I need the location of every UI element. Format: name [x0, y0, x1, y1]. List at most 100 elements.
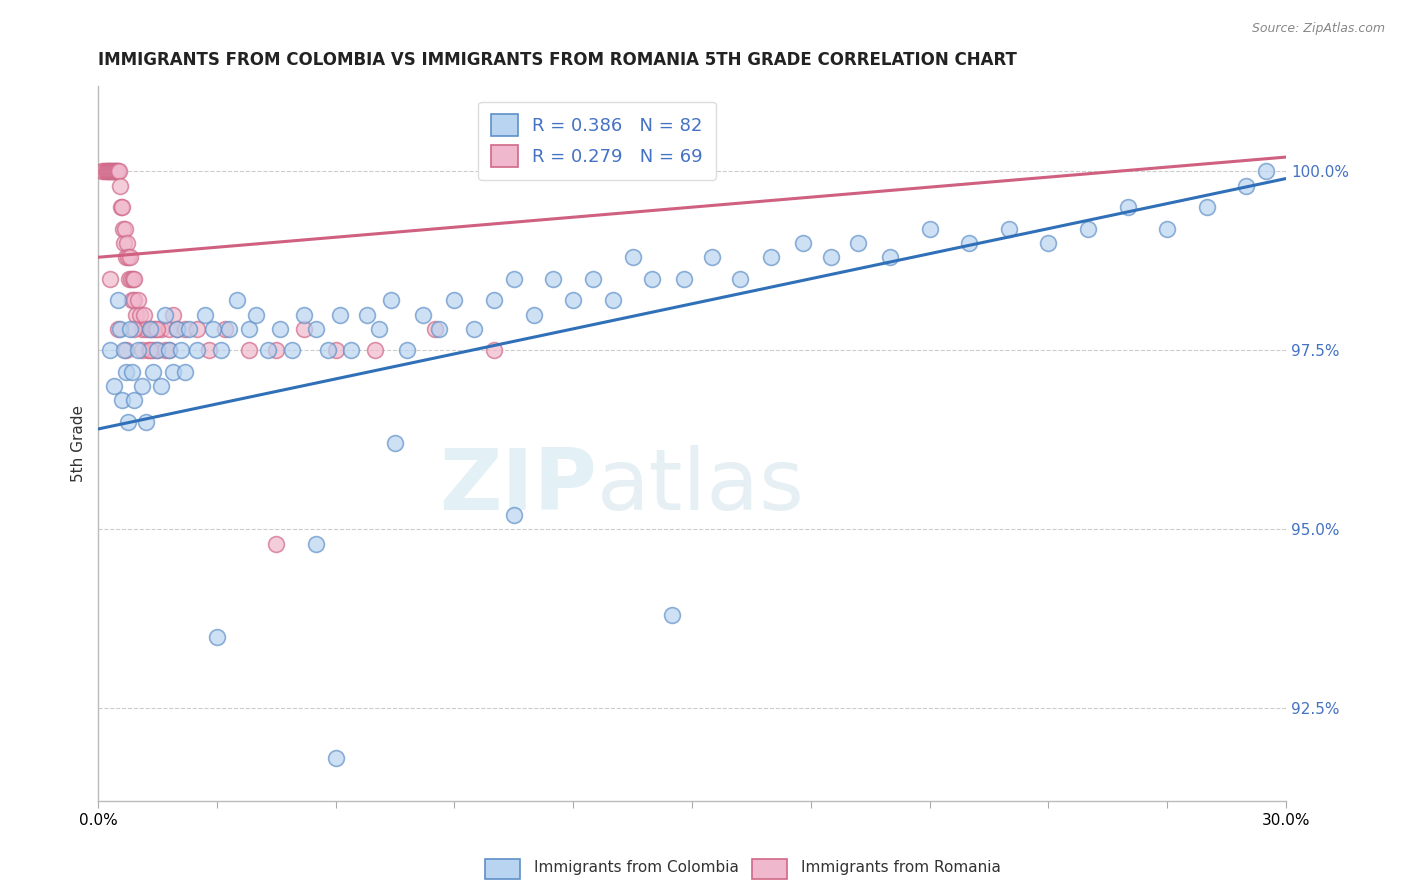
Point [502, 271, 524, 285]
Point [155, 343, 177, 358]
Text: IMMIGRANTS FROM COLOMBIA VS IMMIGRANTS FROM ROMANIA 5TH GRADE CORRELATION CHART: IMMIGRANTS FROM COLOMBIA VS IMMIGRANTS F… [98, 51, 1017, 69]
Point [179, 322, 201, 336]
Point [316, 343, 339, 358]
Point [225, 293, 247, 308]
Point [96, 164, 118, 178]
Point [523, 308, 546, 322]
Point [384, 436, 406, 450]
Text: Immigrants from Romania: Immigrants from Romania [801, 860, 1001, 874]
Point [146, 343, 169, 358]
Point [110, 200, 132, 214]
Point [820, 250, 842, 264]
Point [101, 164, 124, 178]
Point [103, 379, 125, 393]
Point [121, 293, 143, 308]
Point [112, 235, 135, 250]
Point [641, 271, 664, 285]
Point [482, 343, 505, 358]
Point [98, 343, 121, 358]
Point [98, 164, 121, 178]
Point [356, 308, 378, 322]
Legend: R = 0.386   N = 82, R = 0.279   N = 69: R = 0.386 N = 82, R = 0.279 N = 69 [478, 102, 716, 180]
Point [135, 415, 157, 429]
Point [205, 630, 228, 644]
Point [131, 343, 153, 358]
Point [155, 308, 177, 322]
Point [305, 322, 328, 336]
Point [105, 164, 128, 178]
Point [111, 393, 134, 408]
Point [117, 250, 139, 264]
Point [114, 343, 136, 358]
Point [107, 164, 129, 178]
Point [103, 164, 125, 178]
Point [269, 322, 291, 336]
Point [325, 343, 347, 358]
Point [146, 343, 169, 358]
Point [114, 221, 136, 235]
Point [162, 308, 184, 322]
Point [141, 322, 163, 336]
Point [380, 293, 402, 308]
Point [122, 293, 145, 308]
Point [157, 343, 180, 358]
Point [264, 536, 287, 550]
Point [728, 271, 751, 285]
Point [879, 250, 901, 264]
Point [209, 343, 232, 358]
Point [100, 164, 122, 178]
Text: Source: ZipAtlas.com: Source: ZipAtlas.com [1251, 22, 1385, 36]
Point [292, 322, 315, 336]
Point [124, 308, 146, 322]
Point [107, 164, 129, 178]
Point [127, 343, 149, 358]
Point [115, 235, 138, 250]
Point [562, 293, 585, 308]
Y-axis label: 5th Grade: 5th Grade [72, 405, 86, 482]
Point [131, 379, 153, 393]
Point [238, 343, 260, 358]
Point [245, 308, 267, 322]
Point [214, 322, 236, 336]
Point [427, 322, 450, 336]
Point [135, 322, 157, 336]
Point [292, 308, 315, 322]
Point [104, 164, 127, 178]
Point [305, 536, 328, 550]
Point [101, 164, 124, 178]
Point [412, 308, 434, 322]
Point [582, 271, 605, 285]
Point [162, 365, 184, 379]
Point [94, 164, 117, 178]
Point [543, 271, 565, 285]
Point [443, 293, 465, 308]
Point [621, 250, 644, 264]
Point [186, 343, 208, 358]
Point [107, 322, 129, 336]
Point [198, 343, 221, 358]
Point [108, 322, 131, 336]
Point [482, 293, 505, 308]
Text: ZIP: ZIP [439, 445, 598, 528]
Point [1116, 200, 1139, 214]
Point [132, 308, 155, 322]
Point [138, 322, 160, 336]
Point [364, 343, 387, 358]
Point [118, 271, 141, 285]
Point [1038, 235, 1060, 250]
Point [142, 343, 165, 358]
Point [502, 508, 524, 522]
Point [98, 164, 121, 178]
Point [93, 164, 115, 178]
Point [264, 343, 287, 358]
Point [186, 322, 208, 336]
Point [174, 365, 197, 379]
Point [128, 308, 150, 322]
Point [1256, 164, 1278, 178]
Point [700, 250, 723, 264]
Point [166, 322, 188, 336]
Point [423, 322, 446, 336]
Point [792, 235, 814, 250]
Point [957, 235, 980, 250]
Point [121, 365, 143, 379]
